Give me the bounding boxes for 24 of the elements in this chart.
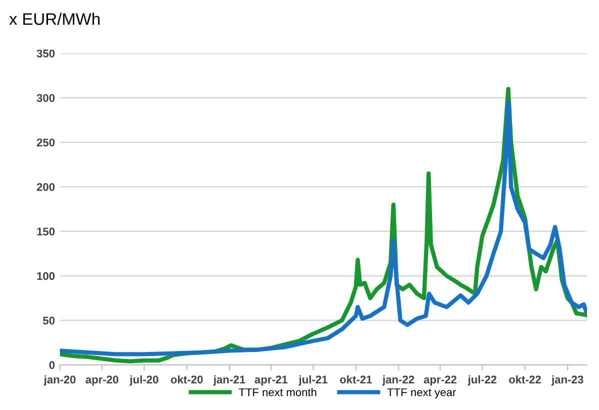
y-axis-title: x EUR/MWh (9, 12, 100, 25)
y-tick-label: 200 (36, 183, 55, 191)
y-tick-label: 0 (49, 361, 55, 370)
y-tick-label: 250 (36, 138, 55, 146)
x-tick-label: okt-20 (170, 375, 203, 384)
x-tick-label: apr-21 (254, 376, 288, 386)
legend-label: TTF next year (387, 388, 456, 398)
x-tick-label: jan-22 (382, 375, 414, 386)
x-tick-label: jul-20 (130, 375, 158, 386)
y-tick-label: 350 (36, 50, 55, 58)
x-tick-label: jul-21 (298, 375, 328, 386)
x-tick-label: jan-21 (213, 375, 246, 386)
x-tick-label: okt-22 (509, 375, 541, 384)
y-tick-label: 300 (36, 94, 55, 102)
x-tick-label: jan-20 (44, 375, 76, 386)
legend-label: TTF next month (238, 388, 316, 396)
x-tick-label: okt-21 (340, 375, 372, 384)
y-tick-label: 100 (37, 272, 55, 280)
x-tick-label: apr-22 (424, 376, 456, 386)
y-tick-label: 150 (37, 228, 55, 236)
x-tick-label: jul-22 (468, 375, 496, 386)
x-tick-label: jan-23 (551, 375, 584, 386)
y-tick-label: 50 (43, 316, 55, 325)
x-tick-label: apr-20 (86, 376, 118, 386)
